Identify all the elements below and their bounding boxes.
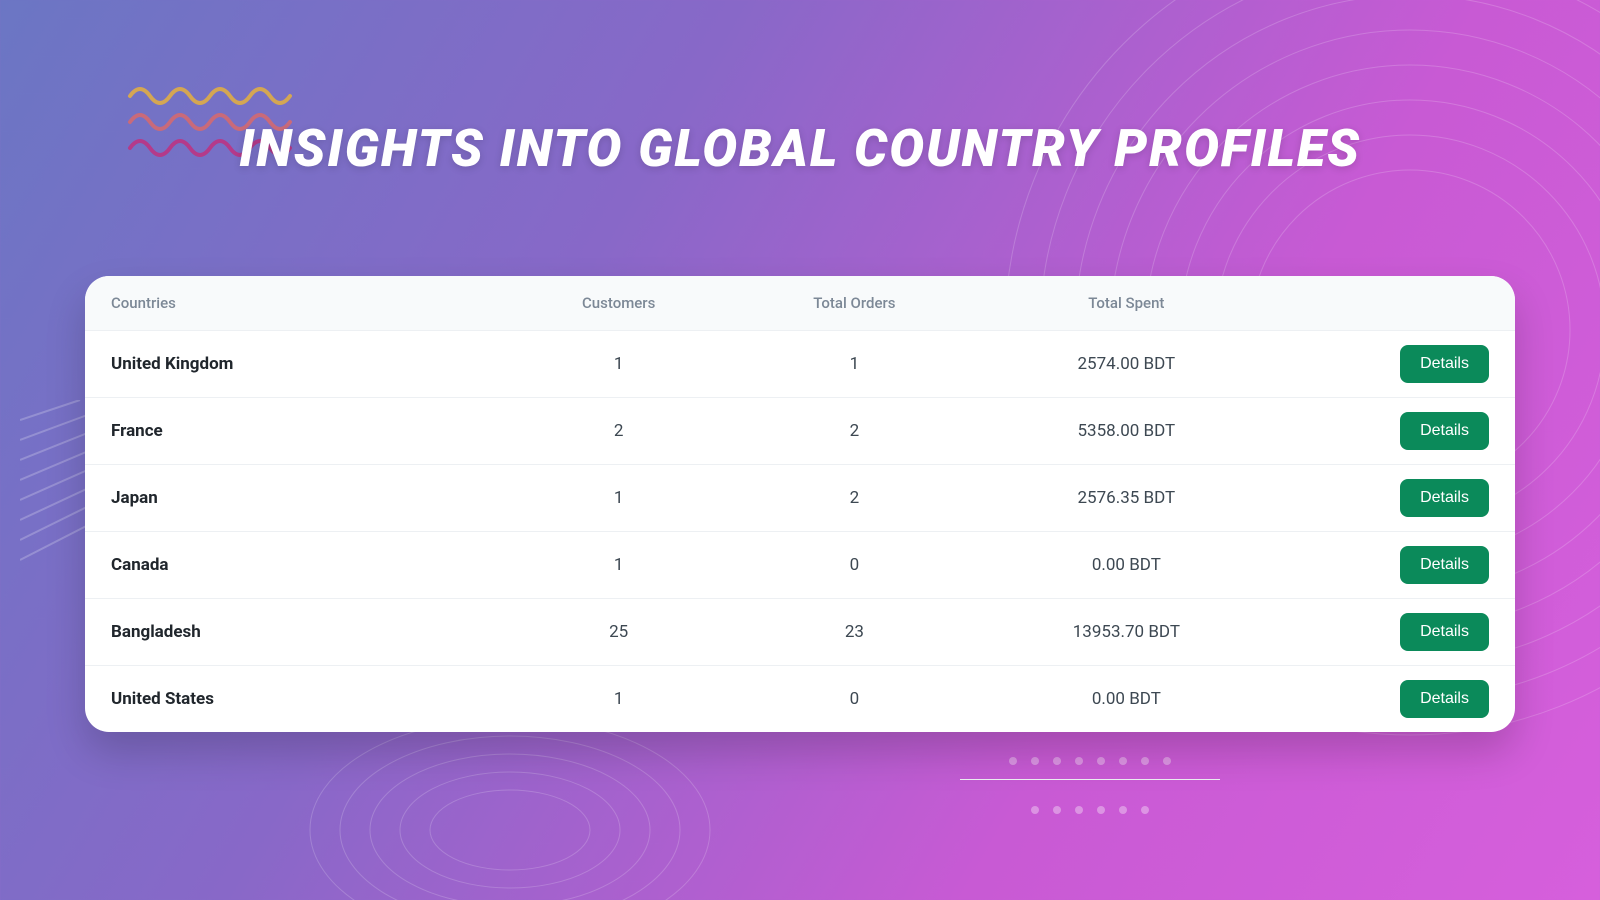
col-customers: Customers [510,294,728,312]
table-header: Countries Customers Total Orders Total S… [85,276,1515,331]
cell-spent: 5358.00 BDT [981,421,1271,441]
cell-spent: 2576.35 BDT [981,488,1271,508]
page-title: INSIGHTS INTO GLOBAL COUNTRY PROFILES [0,118,1600,179]
table-row: Bangladesh252313953.70 BDT Details [85,599,1515,666]
cell-orders: 23 [727,622,981,642]
table-row: United States100.00 BDT Details [85,666,1515,732]
cell-orders: 2 [727,488,981,508]
cell-country: United States [111,689,510,709]
cell-customers: 1 [510,354,728,374]
cell-customers: 2 [510,421,728,441]
cell-spent: 2574.00 BDT [981,354,1271,374]
cell-action: Details [1271,613,1489,651]
cell-action: Details [1271,680,1489,718]
col-actions [1271,294,1489,312]
cell-orders: 0 [727,555,981,575]
cell-orders: 1 [727,354,981,374]
cell-customers: 1 [510,488,728,508]
details-button[interactable]: Details [1400,546,1489,584]
table-row: France225358.00 BDTDetails [85,398,1515,465]
details-button[interactable]: Details [1400,479,1489,517]
cell-country: Canada [111,555,510,575]
cell-spent: 0.00 BDT [981,555,1271,575]
details-button[interactable]: Details [1400,412,1489,450]
col-total-orders: Total Orders [727,294,981,312]
cell-country: Japan [111,488,510,508]
table-row: Canada100.00 BDT Details [85,532,1515,599]
cell-orders: 2 [727,421,981,441]
table-row: Japan122576.35 BDT Details [85,465,1515,532]
cell-customers: 1 [510,689,728,709]
cell-customers: 25 [510,622,728,642]
cell-orders: 0 [727,689,981,709]
details-button[interactable]: Details [1400,345,1489,383]
col-total-spent: Total Spent [981,294,1271,312]
cell-action: Details [1271,546,1489,584]
cell-action: Details [1271,412,1489,450]
cell-action: Details [1271,479,1489,517]
table-row: United Kingdom112574.00 BDTDetails [85,331,1515,398]
cell-action: Details [1271,345,1489,383]
cell-spent: 0.00 BDT [981,689,1271,709]
cell-spent: 13953.70 BDT [981,622,1271,642]
col-countries: Countries [111,294,510,312]
details-button[interactable]: Details [1400,680,1489,718]
cell-country: United Kingdom [111,354,510,374]
country-table-card: Countries Customers Total Orders Total S… [85,276,1515,732]
cell-country: France [111,421,510,441]
cell-customers: 1 [510,555,728,575]
details-button[interactable]: Details [1400,613,1489,651]
cell-country: Bangladesh [111,622,510,642]
